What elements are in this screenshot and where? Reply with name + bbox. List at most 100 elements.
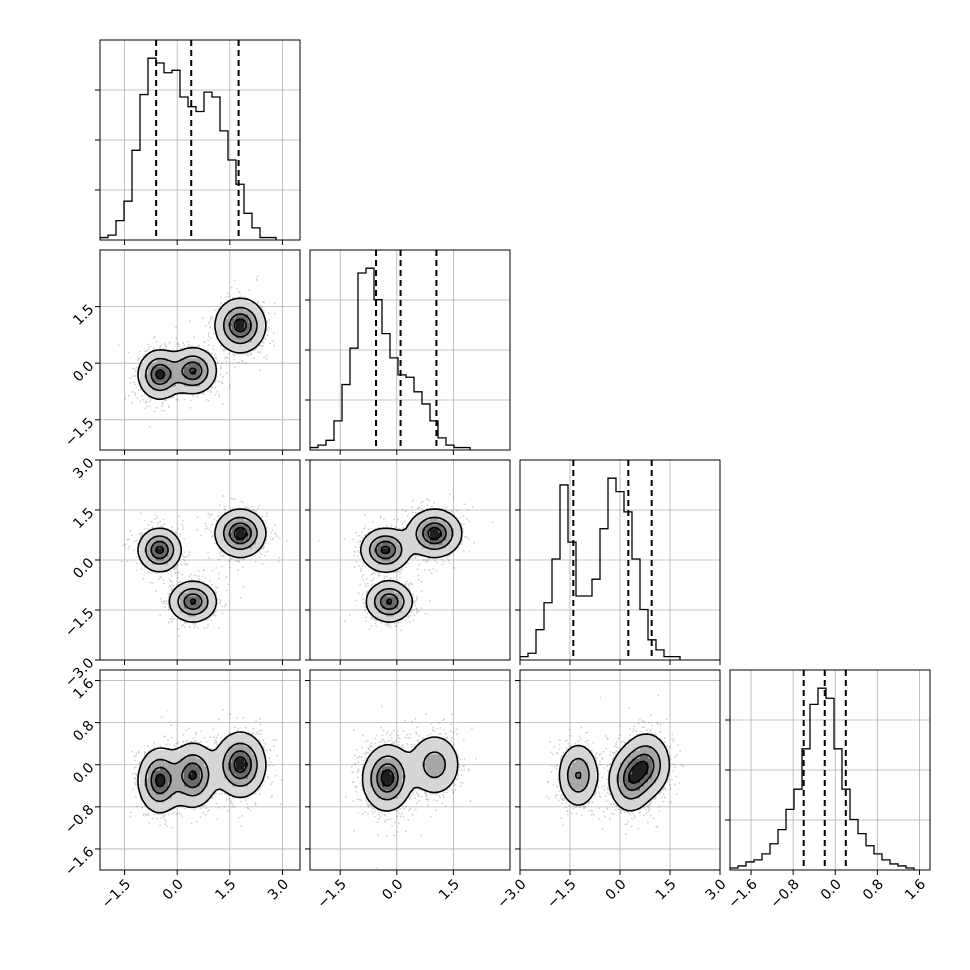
scatter-point <box>216 587 219 589</box>
scatter-point <box>171 620 174 623</box>
scatter-point <box>247 354 250 357</box>
density-cell <box>212 374 217 379</box>
density-cell <box>212 366 217 371</box>
density-cell <box>256 326 261 331</box>
panel-2-0: −3.0−1.50.01.53.0 <box>62 455 301 690</box>
scatter-point <box>205 524 208 527</box>
scatter-point <box>265 515 268 518</box>
scatter-point <box>168 622 171 624</box>
scatter-point <box>147 348 150 351</box>
density-cell <box>204 612 209 617</box>
scatter-point <box>182 341 184 344</box>
scatter-point <box>171 615 174 618</box>
scatter-point <box>153 337 155 340</box>
density-cell <box>252 306 257 311</box>
density-cell <box>240 552 245 557</box>
scatter-point <box>168 608 171 611</box>
scatter-point <box>170 526 173 529</box>
scatter-point <box>258 351 261 354</box>
panel-frame <box>309 249 511 451</box>
scatter-point <box>155 340 158 343</box>
scatter-point <box>219 373 222 376</box>
density-cell <box>240 322 245 327</box>
density-cell <box>200 616 205 621</box>
density-cell <box>140 370 145 375</box>
density-cell <box>232 342 237 347</box>
scatter-point <box>358 565 361 568</box>
scatter-point <box>207 322 210 325</box>
density-cell <box>172 560 177 565</box>
scatter-point <box>192 395 194 397</box>
scatter-point <box>269 342 271 345</box>
density-cell <box>244 334 249 339</box>
scatter-point <box>450 509 453 512</box>
scatter-point <box>207 512 210 515</box>
scatter-point <box>420 607 423 610</box>
scatter-point <box>222 554 225 556</box>
density-cell <box>244 310 249 315</box>
scatter-point <box>266 320 269 323</box>
scatter-point <box>450 509 453 512</box>
density-cell <box>164 350 169 355</box>
scatter-point <box>165 399 167 402</box>
scatter-point <box>405 566 408 569</box>
scatter-point <box>364 534 367 537</box>
density-cell <box>140 362 145 367</box>
scatter-point <box>159 345 162 348</box>
density-cell <box>228 342 233 347</box>
density-cell <box>228 334 233 339</box>
scatter-point <box>170 588 173 591</box>
density-cell <box>224 334 229 339</box>
scatter-point <box>223 605 226 608</box>
scatter-point <box>222 495 225 497</box>
density-cell <box>220 520 225 525</box>
density-cell <box>152 540 157 545</box>
scatter-point <box>216 598 219 601</box>
density-cell <box>236 342 241 347</box>
density-cell <box>244 524 249 529</box>
density-cell <box>140 382 145 387</box>
density-cell <box>192 374 197 379</box>
scatter-point <box>390 524 393 527</box>
scatter-point <box>207 623 210 626</box>
scatter-point <box>126 560 129 563</box>
panel-frame <box>99 459 301 661</box>
scatter-point <box>393 625 396 628</box>
scatter-point <box>170 575 173 577</box>
density-cell <box>220 338 225 343</box>
scatter-point <box>362 579 365 581</box>
scatter-point <box>181 528 184 531</box>
scatter-point <box>412 609 414 612</box>
scatter-point <box>462 530 465 533</box>
scatter-point <box>354 551 357 554</box>
scatter-point <box>215 356 217 359</box>
density-cell <box>176 358 181 363</box>
density-cell <box>156 350 161 355</box>
scatter-point <box>150 521 153 524</box>
density-cell <box>236 548 241 553</box>
density-cell <box>216 322 221 327</box>
density-cell <box>172 604 177 609</box>
scatter-point <box>132 549 135 552</box>
scatter-point <box>218 312 221 315</box>
density-cell <box>208 378 213 383</box>
density-cell <box>236 346 241 351</box>
scatter-point <box>218 504 221 507</box>
scatter-point <box>220 367 222 370</box>
density-cell <box>256 314 261 319</box>
density-cell <box>236 330 241 335</box>
density-cell <box>236 528 241 533</box>
scatter-point <box>196 516 199 519</box>
density-cell <box>168 378 173 383</box>
scatter-point <box>161 526 164 528</box>
density-cell <box>216 528 221 533</box>
scatter-point <box>214 353 216 356</box>
scatter-point <box>236 560 239 563</box>
density-cell <box>224 520 229 525</box>
density-cell <box>168 536 173 541</box>
density-cell <box>244 544 249 549</box>
density-cell <box>176 612 181 617</box>
density-cell <box>164 564 169 569</box>
scatter-point <box>409 582 412 584</box>
scatter-point <box>274 532 277 535</box>
